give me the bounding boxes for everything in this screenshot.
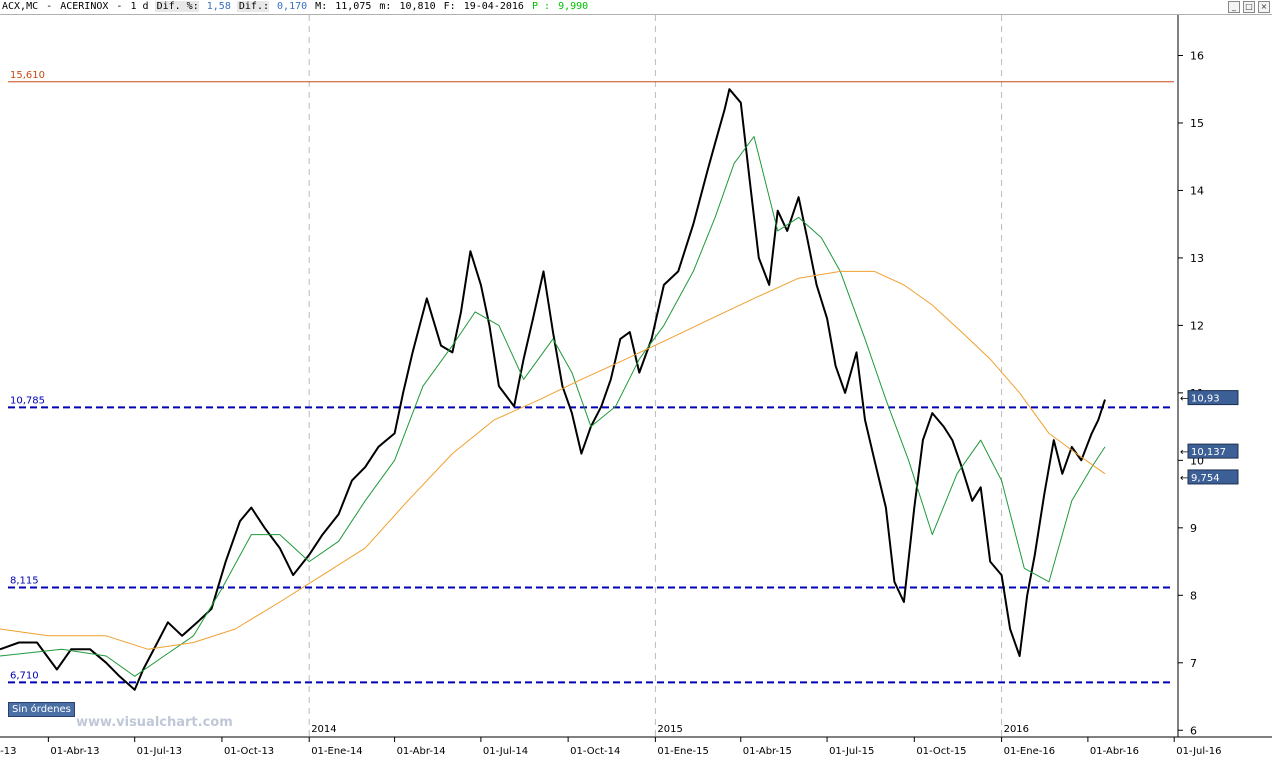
x-tick-label: 01-Abr-16 bbox=[1090, 746, 1139, 757]
header-max-value: 11,075 bbox=[335, 1, 372, 12]
header-dif-label: Dif.: bbox=[236, 1, 269, 12]
x-tick-label: 01-Jul-13 bbox=[137, 746, 182, 757]
header-name: ACERINOX bbox=[60, 1, 109, 12]
chart-header: ACX,MC - ACERINOX - 1 d Dif. %: 1,58 Dif… bbox=[0, 0, 1272, 15]
y-tick-label: 12 bbox=[1190, 319, 1204, 332]
price-badges: ← 10,93← 10,137← 9,754 bbox=[1180, 390, 1239, 485]
x-tick-label: 01-Jul-16 bbox=[1176, 746, 1221, 757]
y-tick-label: 14 bbox=[1190, 184, 1204, 197]
level-lines: 15,610 10,785 8,115 6,710 bbox=[8, 70, 1174, 684]
header-dif-value: 0,170 bbox=[277, 1, 308, 12]
header-min-value: 10,810 bbox=[399, 1, 436, 12]
series-price bbox=[0, 88, 1106, 691]
x-tick-label: 01-Oct-15 bbox=[916, 746, 966, 757]
header-symbol: ACX,MC bbox=[2, 1, 39, 12]
y-tick-label: 16 bbox=[1190, 49, 1204, 62]
y-tick-label: 6 bbox=[1190, 724, 1197, 737]
badge-arrow: ← bbox=[1180, 473, 1188, 484]
y-tick-label: 7 bbox=[1190, 657, 1197, 670]
header-date-label: F: bbox=[443, 1, 456, 12]
year-label: 2015 bbox=[657, 724, 682, 735]
level-label: 15,610 bbox=[10, 70, 45, 81]
x-tick-label: 01-Ene-14 bbox=[311, 746, 362, 757]
axes: 67891011121314151620142015201601-Ene-130… bbox=[0, 15, 1272, 757]
header-pct-value: 1,58 bbox=[206, 1, 231, 12]
x-tick-label: 01-Ene-15 bbox=[657, 746, 708, 757]
header-price-label: P : bbox=[531, 1, 551, 12]
level-label: 10,785 bbox=[10, 395, 45, 406]
badge-label: 9,754 bbox=[1191, 473, 1220, 484]
x-tick-label: 01-Jul-14 bbox=[483, 746, 528, 757]
y-tick-label: 15 bbox=[1190, 117, 1204, 130]
x-tick-label: 01-Abr-14 bbox=[397, 746, 446, 757]
header-price-value: 9,990 bbox=[558, 1, 589, 12]
badge-arrow: ← bbox=[1180, 394, 1188, 405]
badge-arrow: ← bbox=[1180, 447, 1188, 458]
y-tick-label: 9 bbox=[1190, 522, 1197, 535]
badge-box bbox=[1187, 443, 1239, 459]
x-tick-label: 01-Oct-14 bbox=[570, 746, 620, 757]
year-label: 2014 bbox=[311, 724, 336, 735]
header-max-label: M: bbox=[315, 1, 328, 12]
x-tick-label: 01-Abr-15 bbox=[743, 746, 792, 757]
header-date-value: 19-04-2016 bbox=[463, 1, 524, 12]
watermark: www.visualchart.com bbox=[76, 715, 233, 730]
x-tick-label: 01-Oct-13 bbox=[224, 746, 274, 757]
y-tick-label: 13 bbox=[1190, 252, 1204, 265]
badge-label: 10,93 bbox=[1191, 394, 1220, 405]
series-ma_short bbox=[0, 136, 1106, 677]
orders-button[interactable]: Sin órdenes bbox=[8, 702, 75, 717]
window-controls: _ □ × bbox=[1228, 1, 1270, 13]
year-label: 2016 bbox=[1004, 724, 1029, 735]
badge-label: 10,137 bbox=[1191, 447, 1226, 458]
level-label: 8,115 bbox=[10, 576, 39, 587]
x-tick-label: 01-Ene-16 bbox=[1004, 746, 1055, 757]
header-min-label: m: bbox=[379, 1, 392, 12]
series-ma_long bbox=[0, 270, 1106, 650]
grid bbox=[308, 15, 1003, 737]
minimize-button[interactable]: _ bbox=[1228, 1, 1240, 13]
y-tick-label: 8 bbox=[1190, 589, 1197, 602]
maximize-button[interactable]: □ bbox=[1243, 1, 1255, 13]
series-lines bbox=[0, 88, 1106, 691]
x-tick-label: 01-Abr-13 bbox=[50, 746, 99, 757]
header-pct-label: Dif. %: bbox=[154, 1, 199, 12]
badge-box bbox=[1187, 390, 1239, 406]
header-period: 1 d bbox=[130, 1, 149, 12]
x-tick-label: 01-Ene-13 bbox=[0, 746, 16, 757]
level-label: 6,710 bbox=[10, 670, 39, 681]
x-tick-label: 01-Jul-15 bbox=[829, 746, 874, 757]
close-button[interactable]: × bbox=[1258, 1, 1270, 13]
badge-box bbox=[1187, 469, 1239, 485]
